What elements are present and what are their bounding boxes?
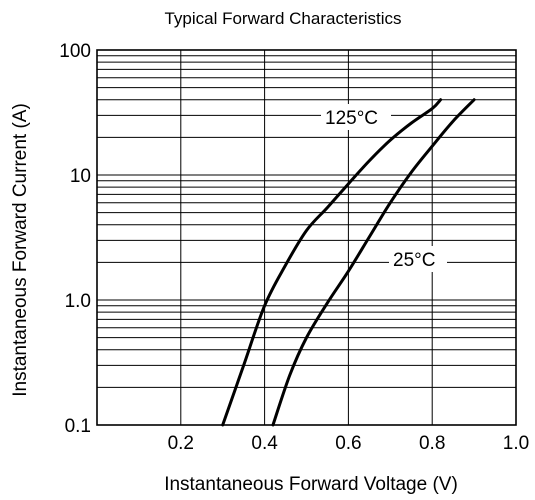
series-label: 125°C <box>325 108 378 129</box>
x-axis-label: Instantaneous Forward Voltage (V) <box>164 474 458 495</box>
series-label-background <box>321 104 391 130</box>
series-labels: 125°C 25°C <box>321 104 447 272</box>
tick-labels: 0.2 0.4 0.6 0.8 1.0 0.1 1.0 10 100 <box>59 41 529 454</box>
y-tick-label: 100 <box>59 41 91 62</box>
x-tick-label: 0.8 <box>419 433 445 454</box>
grid <box>97 50 516 425</box>
series-label: 25°C <box>393 250 435 271</box>
y-tick-label: 10 <box>70 166 91 187</box>
plot-frame <box>96 49 517 426</box>
x-tick-label: 0.6 <box>335 433 361 454</box>
x-tick-label: 0.2 <box>168 433 194 454</box>
chart-title: Typical Forward Characteristics <box>164 9 401 28</box>
series-line-1 <box>271 98 476 427</box>
y-tick-label: 1.0 <box>65 291 91 312</box>
y-tick-label: 0.1 <box>65 416 91 437</box>
y-axis-label: Instantaneous Forward Current (A) <box>10 103 31 397</box>
x-tick-label: 1.0 <box>503 433 529 454</box>
series-layer <box>221 98 476 427</box>
series-line-0 <box>221 98 443 427</box>
series-label-background <box>389 246 447 272</box>
x-tick-label: 0.4 <box>251 433 278 454</box>
